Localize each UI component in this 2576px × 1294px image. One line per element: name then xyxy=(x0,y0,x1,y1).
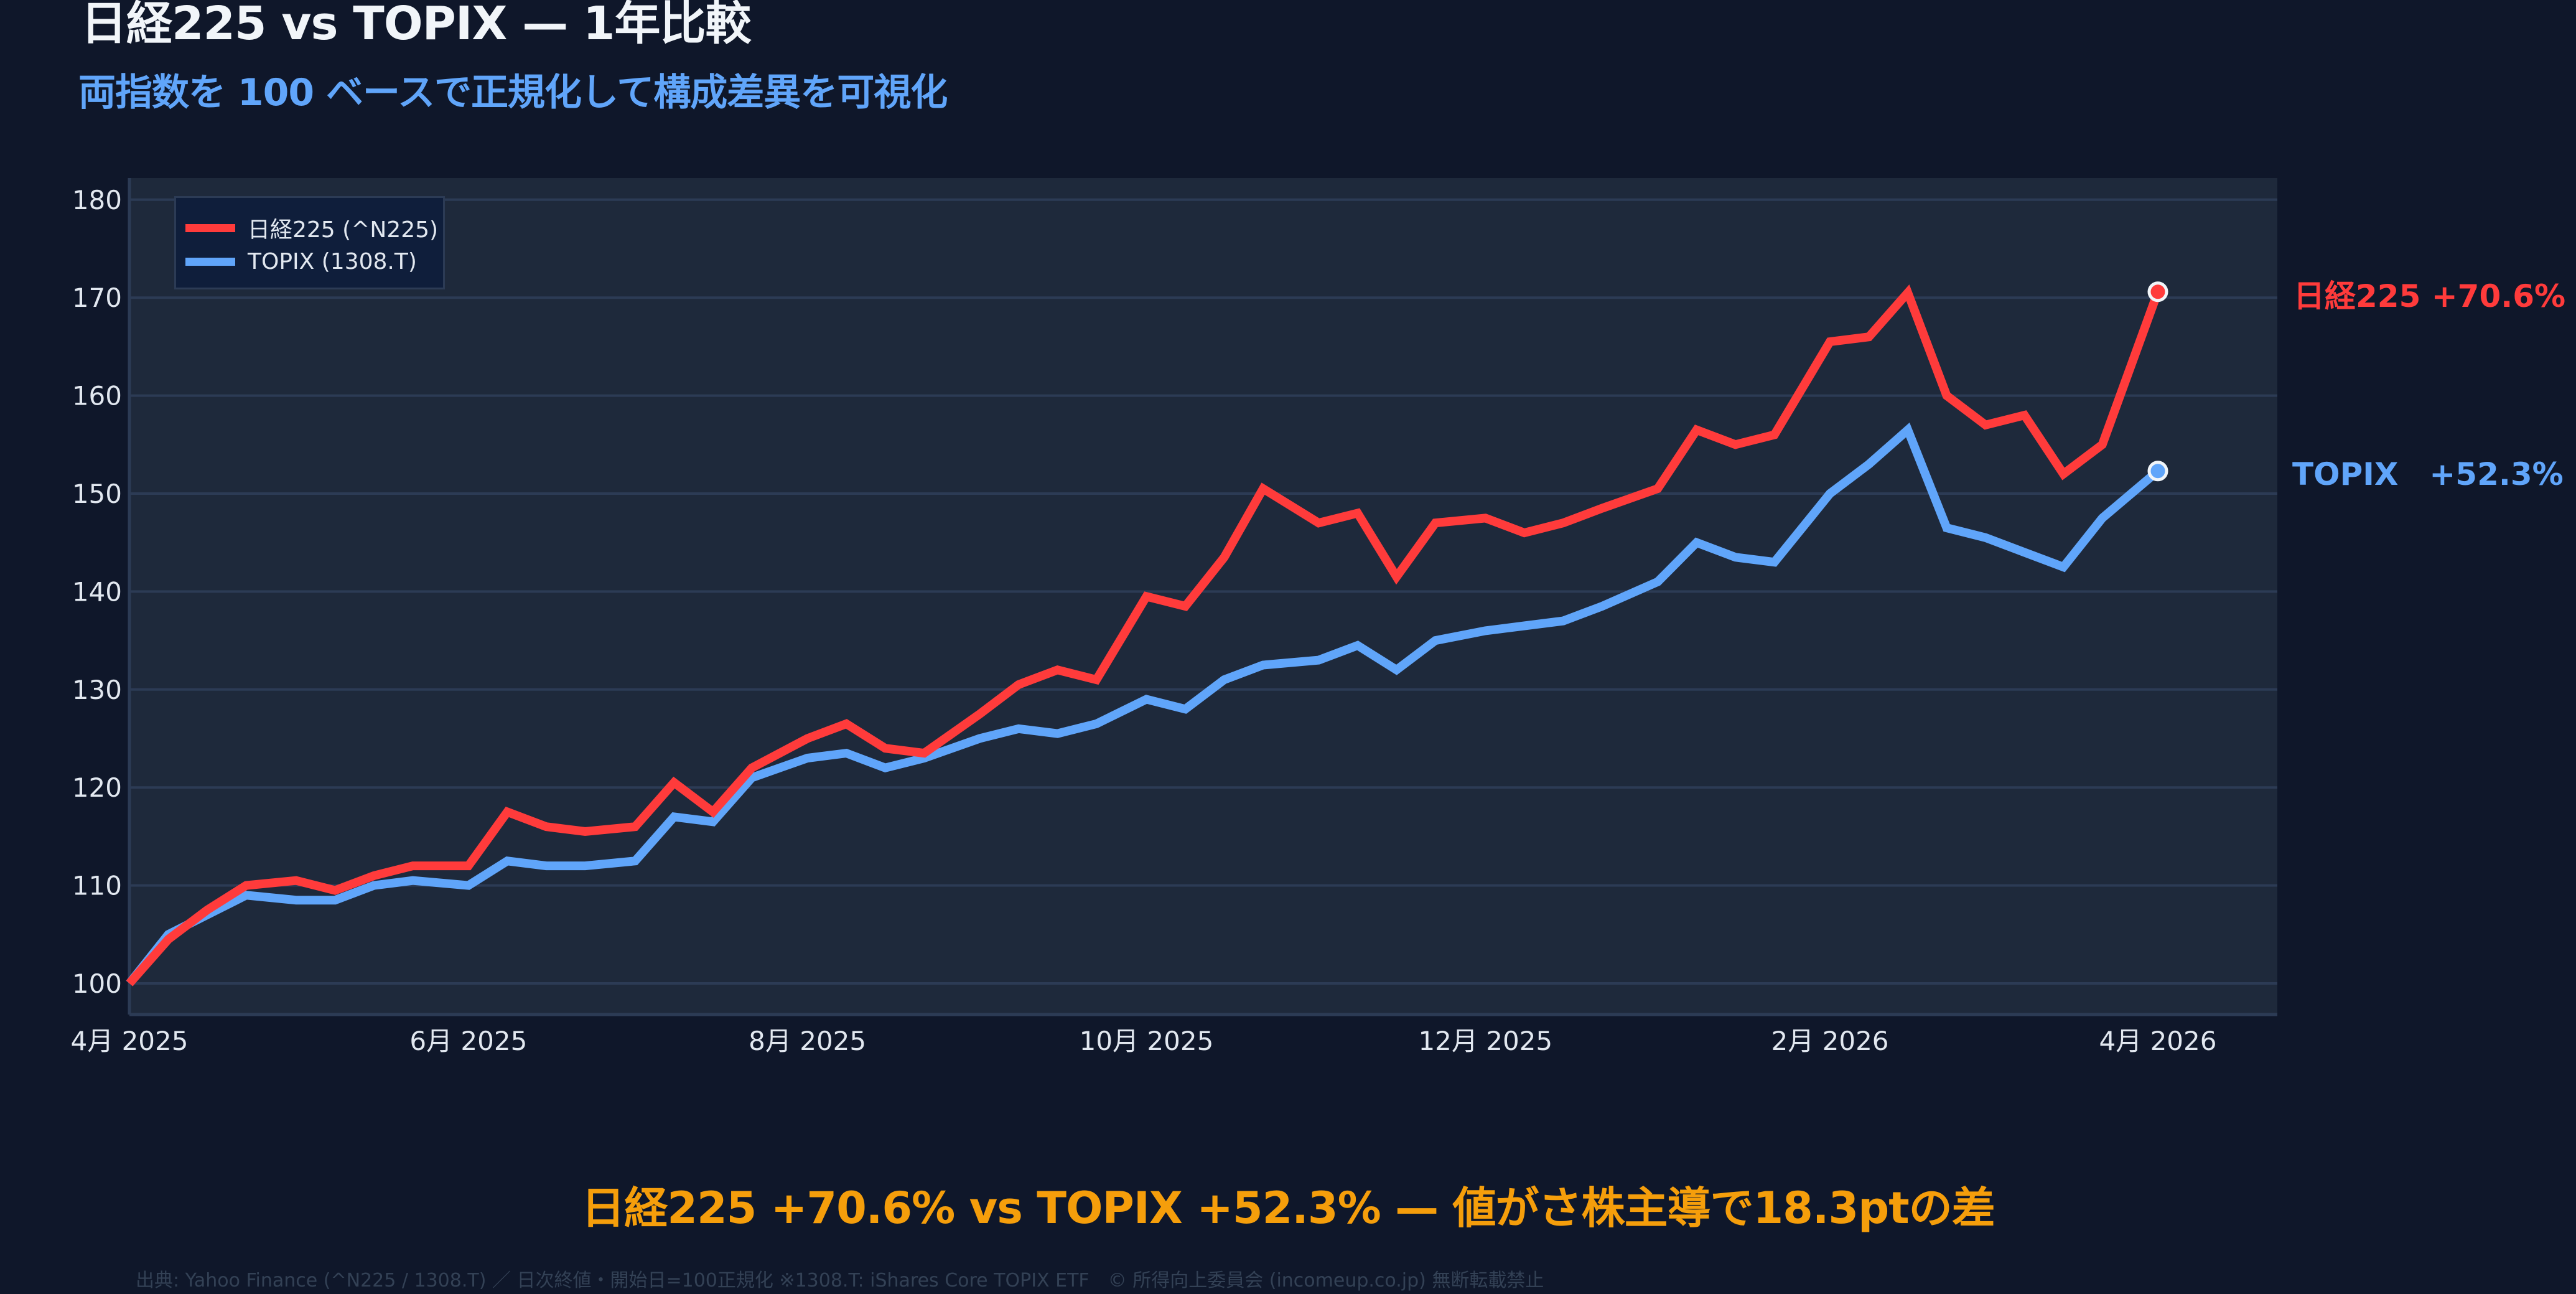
nikkei-line xyxy=(126,284,2162,987)
grid-lines xyxy=(129,198,2277,985)
legend-item-topix: TOPIX (1308.T) xyxy=(185,249,417,274)
page-title: 日経225 vs TOPIX — 1年比較 xyxy=(81,0,751,50)
svg-text:170: 170 xyxy=(72,283,122,313)
svg-text:120: 120 xyxy=(72,772,122,803)
legend-label-nikkei: 日経225 (^N225) xyxy=(248,217,439,243)
source-footer: 出典: Yahoo Finance (^N225 / 1308.T) ／ 日次終… xyxy=(136,1270,1544,1292)
svg-text:180: 180 xyxy=(72,185,122,215)
svg-text:4月 2025: 4月 2025 xyxy=(71,1026,189,1056)
legend-swatch-nikkei xyxy=(185,223,235,232)
svg-text:6月 2025: 6月 2025 xyxy=(409,1026,527,1056)
svg-text:2月 2026: 2月 2026 xyxy=(1771,1026,1889,1056)
svg-text:10月 2025: 10月 2025 xyxy=(1080,1026,1214,1056)
svg-text:100: 100 xyxy=(72,968,122,999)
x-axis-ticks: 4月 2025 6月 2025 8月 2025 10月 2025 12月 2025 2月 … xyxy=(71,1026,2217,1056)
nikkei-end-label: 日経225 +70.6% xyxy=(2294,278,2566,314)
svg-text:8月 2025: 8月 2025 xyxy=(749,1026,866,1056)
page-subtitle: 両指数を 100 ベースで正規化して構成差異を可視化 xyxy=(78,71,948,115)
nikkei-end-marker xyxy=(2147,281,2168,302)
plot-area xyxy=(129,178,2277,1015)
y-axis-ticks: 100 110 120 130 140 150 160 170 180 xyxy=(72,185,122,999)
legend-label-topix: TOPIX (1308.T) xyxy=(248,249,417,274)
legend-swatch-topix xyxy=(185,258,235,266)
topix-end-marker xyxy=(2147,461,2168,482)
svg-text:12月 2025: 12月 2025 xyxy=(1418,1026,1552,1056)
headline-annotation: 日経225 +70.6% vs TOPIX +52.3% — 値がさ株主導で18… xyxy=(581,1183,1995,1234)
legend-item-nikkei: 日経225 (^N225) xyxy=(185,212,438,244)
svg-text:150: 150 xyxy=(72,479,122,509)
svg-text:110: 110 xyxy=(72,871,122,901)
svg-text:160: 160 xyxy=(72,381,122,411)
topix-line xyxy=(126,422,2161,987)
chart-legend: 日経225 (^N225) TOPIX (1308.T) xyxy=(174,196,445,289)
svg-text:140: 140 xyxy=(72,576,122,607)
svg-text:4月 2026: 4月 2026 xyxy=(2099,1026,2217,1056)
svg-text:130: 130 xyxy=(72,675,122,705)
topix-end-label: TOPIX +52.3% xyxy=(2292,456,2564,492)
